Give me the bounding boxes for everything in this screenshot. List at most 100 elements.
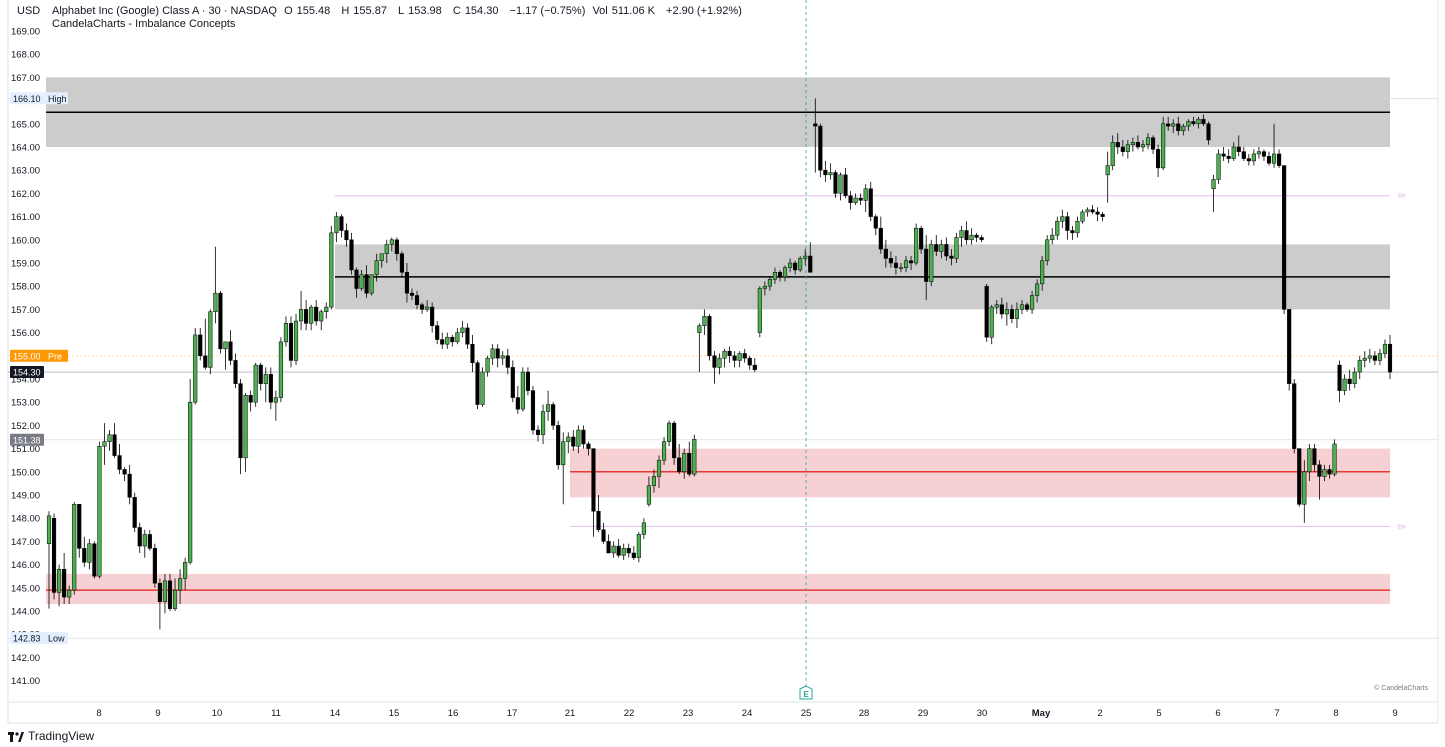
- candle-body: [1322, 469, 1327, 477]
- candle-body: [1181, 125, 1186, 132]
- candle: [1090, 205, 1095, 215]
- candle: [1171, 119, 1176, 134]
- price-tick-label: 153.00: [11, 398, 40, 409]
- candle-body: [989, 306, 994, 338]
- candle: [1382, 339, 1388, 359]
- candle: [1196, 116, 1201, 129]
- candle: [1070, 225, 1075, 240]
- candle-body: [1251, 153, 1256, 162]
- candle-body: [903, 260, 909, 268]
- candle-body: [833, 172, 838, 194]
- candle: [1282, 165, 1287, 315]
- candle-body: [46, 515, 52, 544]
- candle-body: [1271, 153, 1277, 164]
- price-tick-label: 161.00: [11, 212, 40, 223]
- candle-body: [530, 390, 536, 431]
- candle: [1004, 302, 1009, 326]
- price-label-bg: [10, 366, 44, 379]
- candle: [969, 228, 974, 245]
- candle-body: [1171, 123, 1176, 127]
- candle: [127, 464, 132, 505]
- symbol-name[interactable]: Alphabet Inc (Google) Class A · 30 · NAS…: [52, 5, 277, 17]
- candle: [1191, 116, 1196, 127]
- candle: [505, 348, 510, 375]
- candle: [1085, 207, 1090, 217]
- candle: [954, 232, 959, 263]
- candle: [273, 390, 278, 421]
- candle: [208, 309, 213, 375]
- candle-body: [1080, 211, 1085, 222]
- candle: [1211, 174, 1216, 212]
- date-tick-label: 11: [271, 708, 281, 719]
- candle-body: [893, 262, 899, 268]
- candle: [293, 314, 299, 366]
- candle: [157, 578, 162, 630]
- candle-body: [737, 353, 742, 361]
- candle: [147, 529, 152, 551]
- candle: [374, 253, 379, 282]
- candle: [1156, 144, 1161, 178]
- candle-body: [278, 341, 283, 398]
- price-tick-label: 163.00: [11, 166, 40, 177]
- candle: [924, 235, 929, 301]
- symbol-legend[interactable]: Alphabet Inc (Google) Class A · 30 · NAS…: [52, 5, 746, 18]
- candle-body: [1045, 239, 1050, 261]
- candle: [959, 225, 964, 247]
- price-label-value: 142.83: [13, 634, 41, 644]
- candle: [142, 529, 147, 558]
- candle: [888, 251, 893, 268]
- tradingview-logo[interactable]: TradingView: [8, 729, 94, 743]
- candle: [732, 351, 737, 368]
- candle-body: [470, 343, 475, 364]
- candle-body: [535, 429, 541, 435]
- candle: [178, 569, 183, 605]
- candle-body: [399, 253, 404, 273]
- candle-body: [354, 269, 359, 289]
- earnings-marker[interactable]: E: [799, 685, 813, 700]
- candle-body: [1367, 355, 1372, 359]
- candle-body: [1095, 211, 1100, 215]
- price-axis[interactable]: 169.00168.00167.00166.00165.00164.00163.…: [10, 27, 68, 688]
- candle-body: [626, 548, 631, 554]
- candle: [399, 251, 404, 277]
- candle: [1100, 211, 1105, 222]
- candle-body: [853, 197, 858, 203]
- candle: [470, 334, 475, 373]
- candle-body: [1176, 123, 1181, 132]
- price-tick-label: 147.00: [11, 537, 40, 548]
- candle-body: [1377, 353, 1382, 361]
- candle: [465, 323, 470, 349]
- candle-body: [1135, 142, 1140, 148]
- candle-body: [1236, 146, 1241, 152]
- price-label-tag: Pre: [48, 351, 62, 361]
- candle-body: [1241, 151, 1246, 159]
- time-axis[interactable]: 8 9 10 11 14 15 16 17 21 22 23 24 25 28 29 30 May 2 5 6 7 8 9: [96, 708, 1397, 719]
- candle: [808, 242, 813, 273]
- candle: [813, 98, 818, 173]
- candle-body: [394, 239, 399, 254]
- imbalance-zone-3: [46, 573, 1390, 605]
- candle-body: [692, 439, 697, 475]
- candle: [540, 404, 546, 444]
- candle-body: [1231, 146, 1236, 159]
- candle: [203, 318, 208, 370]
- candle: [1327, 464, 1332, 479]
- indicator-name[interactable]: CandelaCharts - Imbalance Concepts: [52, 18, 236, 30]
- candle-body: [329, 232, 334, 308]
- candle: [218, 290, 223, 354]
- candle: [1287, 309, 1292, 391]
- date-tick-label: 16: [448, 708, 459, 719]
- candle: [530, 385, 536, 435]
- currency-label[interactable]: USD: [17, 5, 41, 17]
- candle-body: [1035, 283, 1040, 296]
- date-tick-label: 6: [1215, 708, 1220, 719]
- candle: [596, 495, 601, 533]
- candle-body: [515, 397, 520, 410]
- price-tick-label: 157.00: [11, 305, 40, 316]
- candle: [667, 420, 672, 447]
- candle: [1105, 151, 1110, 203]
- candle-body: [1110, 142, 1115, 166]
- candle: [1266, 151, 1272, 166]
- candle: [1246, 153, 1251, 166]
